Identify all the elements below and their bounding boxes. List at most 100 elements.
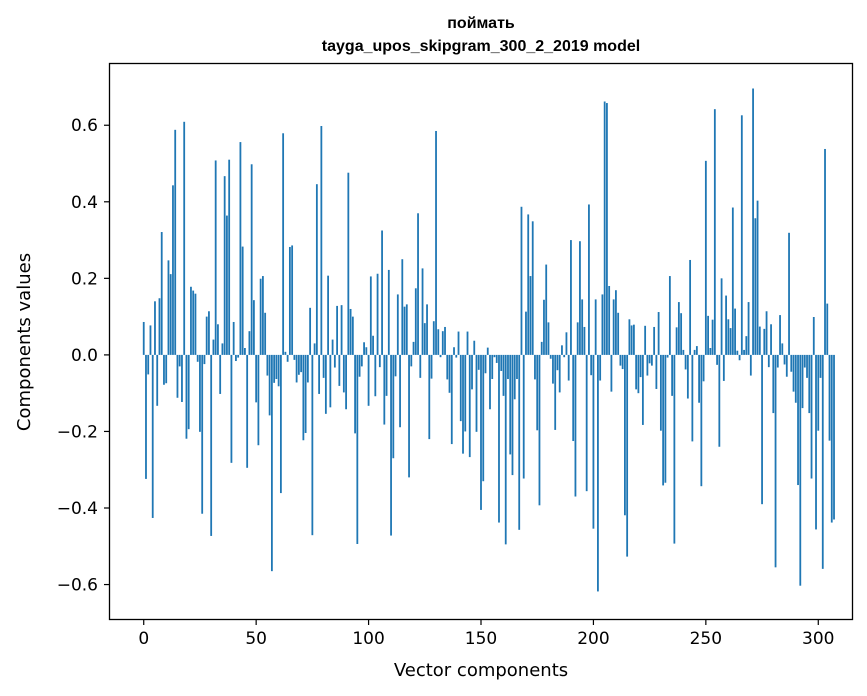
bar	[277, 354, 280, 387]
bar	[297, 354, 300, 375]
bar	[716, 354, 718, 365]
bar	[172, 185, 174, 355]
y-axis: −0.6 −0.4 −0.2 0.0 0.2 0.4 0.6	[57, 116, 110, 596]
bar	[770, 324, 772, 355]
bar	[495, 354, 498, 363]
bar	[466, 331, 469, 355]
bar	[797, 354, 799, 486]
bar	[603, 101, 606, 355]
bar	[190, 286, 192, 355]
bar	[594, 299, 597, 355]
bar	[682, 349, 685, 355]
bar	[273, 354, 276, 383]
bar	[318, 354, 321, 394]
bar	[428, 354, 431, 440]
bar	[376, 273, 379, 355]
bar	[163, 354, 165, 385]
bar	[165, 354, 168, 384]
bar	[309, 307, 312, 355]
bar	[646, 354, 649, 376]
bar	[502, 354, 505, 396]
bar	[401, 259, 404, 355]
bar	[226, 215, 228, 355]
bar	[322, 354, 325, 378]
bar	[749, 354, 752, 376]
bar	[167, 260, 170, 355]
bar	[423, 323, 426, 355]
bar	[219, 354, 222, 394]
bar	[208, 311, 210, 355]
bar	[453, 347, 455, 355]
bar	[385, 354, 388, 396]
bar	[419, 354, 422, 378]
bar	[394, 354, 397, 377]
bar	[677, 302, 680, 355]
bar	[680, 313, 683, 355]
bar	[686, 354, 689, 399]
bar	[734, 308, 736, 355]
bar	[244, 348, 246, 355]
y-tick-label: 0.2	[71, 269, 98, 289]
y-tick-label: −0.6	[57, 576, 98, 596]
bar	[525, 311, 527, 355]
bar	[354, 354, 356, 434]
chart-title: поймать	[447, 15, 515, 32]
bar	[610, 354, 613, 392]
bar	[522, 354, 525, 479]
bar	[196, 354, 199, 362]
bar	[486, 347, 489, 355]
bar	[381, 230, 383, 355]
bar	[412, 341, 415, 355]
bar	[392, 354, 395, 459]
bar	[291, 245, 294, 355]
bar	[745, 336, 748, 355]
bar	[511, 354, 514, 476]
bar	[619, 354, 622, 366]
x-tick-label: 200	[577, 629, 609, 649]
bar	[826, 303, 829, 355]
bar	[801, 354, 804, 409]
bar	[437, 329, 440, 355]
bar	[504, 354, 507, 545]
bar	[417, 213, 419, 355]
bar	[199, 354, 201, 432]
bar	[671, 354, 674, 396]
bar	[779, 315, 781, 355]
bar	[493, 354, 496, 358]
bar	[608, 286, 611, 355]
bar	[192, 290, 195, 355]
bar	[477, 354, 480, 370]
bar	[558, 354, 561, 393]
bar	[531, 221, 534, 355]
bar	[509, 354, 512, 455]
bar	[633, 324, 635, 355]
bar	[729, 328, 732, 355]
bar	[657, 312, 660, 355]
bar	[286, 354, 289, 362]
bar	[781, 343, 784, 355]
bar	[365, 347, 368, 355]
bar	[673, 354, 676, 544]
bar	[518, 354, 521, 530]
bar	[693, 349, 696, 355]
bar	[788, 232, 790, 355]
bar	[205, 316, 208, 355]
bar	[554, 354, 557, 430]
bar	[808, 354, 811, 414]
bar	[626, 354, 629, 557]
bar	[513, 354, 516, 400]
bar	[666, 354, 669, 358]
bar	[833, 354, 835, 520]
bar	[408, 354, 410, 478]
bar	[664, 354, 667, 483]
bar	[606, 103, 608, 355]
bar	[740, 115, 743, 355]
bar	[457, 331, 460, 355]
bar	[329, 354, 332, 408]
bar	[565, 332, 568, 355]
bar	[262, 276, 264, 355]
bar	[239, 142, 242, 355]
bar	[527, 214, 530, 355]
bar	[815, 354, 817, 530]
